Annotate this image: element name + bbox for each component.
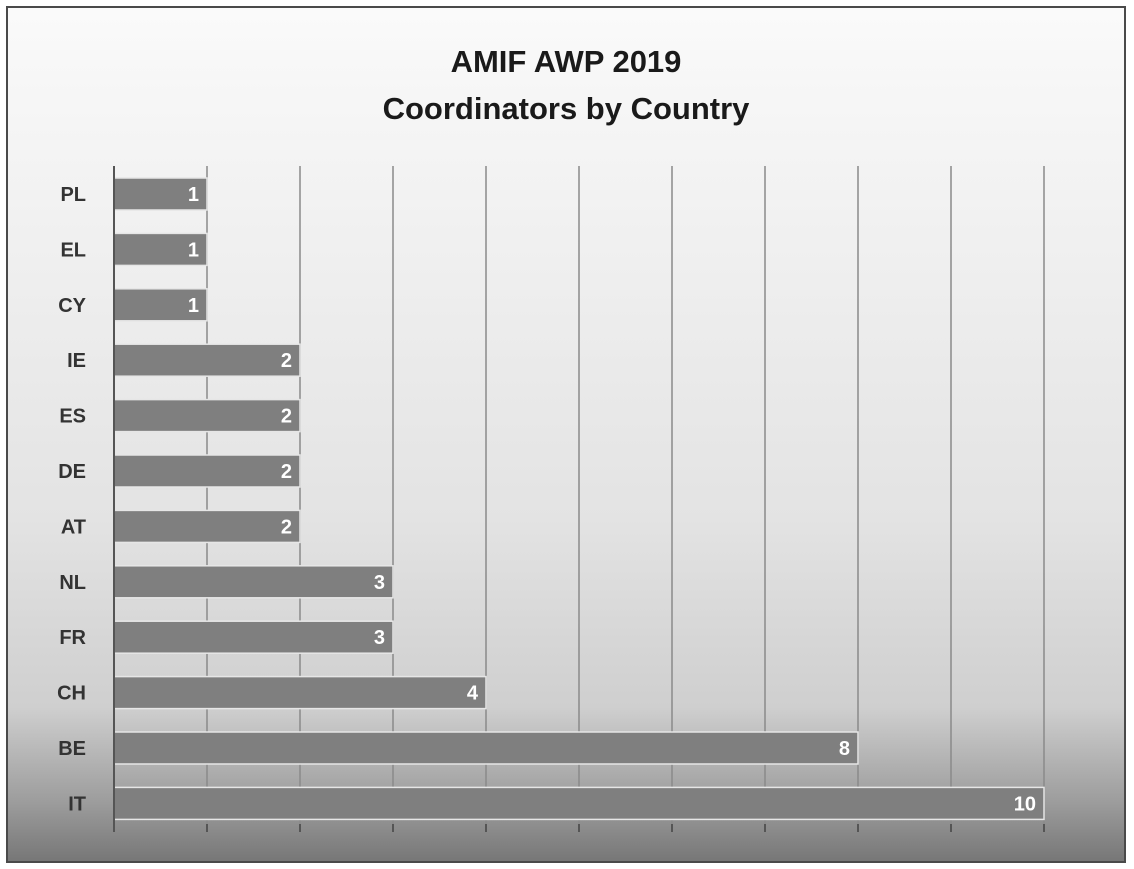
bar bbox=[113, 398, 301, 433]
category-label: IE bbox=[67, 350, 86, 372]
category-label: CY bbox=[58, 295, 86, 317]
chart-title-line: AMIF AWP 2019 bbox=[450, 44, 682, 79]
category-label: PL bbox=[60, 184, 86, 206]
bar bbox=[113, 343, 301, 377]
data-label: 4 bbox=[467, 683, 479, 705]
bar bbox=[113, 620, 394, 654]
data-label: 1 bbox=[188, 184, 199, 206]
bar bbox=[113, 509, 301, 544]
bar bbox=[113, 232, 208, 267]
bar bbox=[113, 786, 1045, 821]
data-label: 8 bbox=[839, 738, 850, 760]
category-label: FR bbox=[59, 627, 86, 649]
data-label: 1 bbox=[188, 295, 199, 317]
category-label: DE bbox=[58, 461, 86, 483]
data-label: 1 bbox=[188, 239, 199, 261]
bar bbox=[113, 731, 859, 765]
bar bbox=[113, 454, 301, 488]
data-label: 2 bbox=[281, 516, 292, 538]
category-label: IT bbox=[68, 793, 86, 815]
bar bbox=[113, 565, 394, 599]
category-label: NL bbox=[59, 572, 86, 594]
chart-frame: AMIF AWP 2019 Coordinators by Country PL… bbox=[6, 6, 1126, 863]
category-label: AT bbox=[61, 516, 86, 538]
bar-chart-plot: PL 1 EL 1 CY 1 IE 2 ES 2 DE 2 AT 2 NL 3 FR 3 CH 4 BE 8 IT 10 bbox=[57, 166, 1045, 832]
category-label: EL bbox=[60, 239, 86, 261]
data-label: 2 bbox=[281, 350, 292, 372]
data-label: 3 bbox=[374, 627, 385, 649]
category-label: ES bbox=[59, 406, 86, 428]
bar bbox=[113, 675, 487, 710]
data-label: 2 bbox=[281, 461, 292, 483]
category-label: CH bbox=[57, 683, 86, 705]
chart-subtitle-line: Coordinators by Country bbox=[382, 91, 750, 126]
chart-title: AMIF AWP 2019 Coordinators by Country bbox=[8, 38, 1124, 132]
data-label: 3 bbox=[374, 572, 385, 594]
bar bbox=[113, 177, 208, 211]
bar bbox=[113, 288, 208, 322]
data-label: 2 bbox=[281, 406, 292, 428]
data-label: 10 bbox=[1014, 793, 1036, 815]
category-label: BE bbox=[58, 738, 86, 760]
